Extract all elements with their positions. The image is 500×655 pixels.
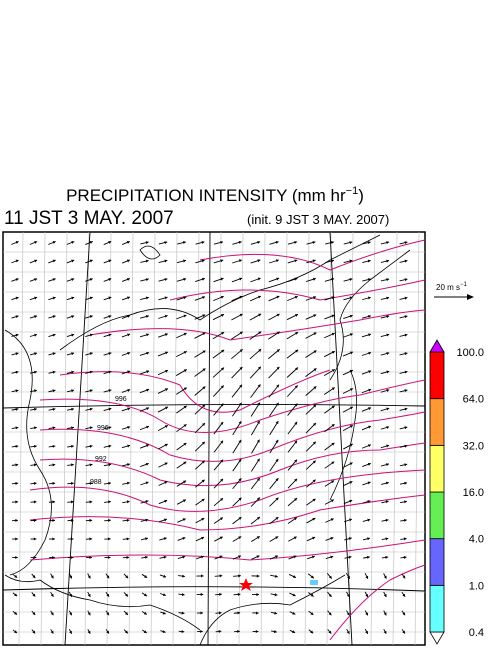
wind-scale-head [467, 294, 474, 300]
colorbar-label: 32.0 [463, 440, 484, 452]
colorbar-segment [430, 399, 444, 446]
wind-scale-text: 20 m s [436, 283, 460, 292]
colorbar-segment [430, 352, 444, 399]
colorbar-segment [430, 445, 444, 492]
init-time: (init. 9 JST 3 MAY. 2007) [247, 212, 389, 227]
precip-patch [310, 580, 318, 585]
colorbar-segment [430, 492, 444, 539]
colorbar-over [430, 340, 444, 352]
isobar-label: 996 [115, 396, 127, 403]
colorbar-label: 100.0 [456, 347, 484, 359]
colorbar: 0.4 1.0 4.0 16.0 32.0 64.0 100.0 [430, 340, 484, 644]
isobar-label: 992 [95, 456, 107, 463]
wind-scale-exponent: −1 [460, 282, 468, 288]
colorbar-label: 1.0 [469, 580, 484, 592]
colorbar-label: 0.4 [469, 627, 484, 639]
wind-scale: 20 m s−1 [434, 282, 474, 300]
isobar-label: 996 [97, 425, 109, 432]
title-end: ) [358, 186, 364, 205]
colorbar-label: 64.0 [463, 394, 484, 406]
wind-scale-label: 20 m s−1 [436, 282, 468, 292]
map: 996 996 992 988 [3, 232, 425, 645]
title-main: PRECIPITATION INTENSITY (mm hr [66, 186, 346, 205]
title-exponent: −1 [346, 185, 359, 197]
colorbar-label: 4.0 [469, 534, 484, 546]
title: PRECIPITATION INTENSITY (mm hr−1) [66, 185, 364, 205]
colorbar-segment [430, 585, 444, 632]
colorbar-label: 16.0 [463, 487, 484, 499]
colorbar-segment [430, 539, 444, 586]
isobar-label: 988 [90, 479, 102, 486]
valid-time: 11 JST 3 MAY. 2007 [4, 208, 174, 229]
colorbar-under [430, 632, 444, 644]
